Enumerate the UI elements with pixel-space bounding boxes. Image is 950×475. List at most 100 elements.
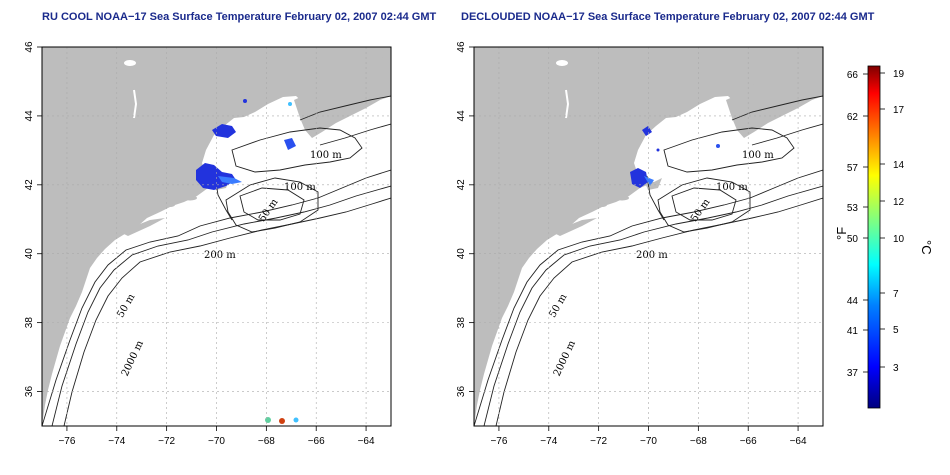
sst-patches <box>630 126 720 188</box>
island <box>597 203 607 207</box>
colorbar-f-tick-label: 44 <box>847 296 859 307</box>
sst-patch <box>288 102 292 106</box>
contour-line <box>239 187 305 221</box>
sst-patch <box>630 168 648 188</box>
long-island <box>120 218 165 236</box>
y-tick-label: 40 <box>24 248 35 260</box>
contour-label: 100 m <box>742 150 774 161</box>
x-tick-label: −70 <box>640 436 657 447</box>
x-tick-label: −74 <box>540 436 557 447</box>
sst-patch <box>196 163 236 190</box>
contour-line <box>474 169 823 426</box>
sst-patch <box>265 417 271 423</box>
island <box>165 203 175 207</box>
x-tick-label: −76 <box>490 436 507 447</box>
colorbar-c-tick-label: 5 <box>893 325 899 336</box>
sst-patch <box>293 417 299 423</box>
colorbar-c-tick-label: 17 <box>893 105 905 116</box>
colorbar-c-tick-label: 10 <box>893 234 905 245</box>
contour-line <box>319 123 391 146</box>
contour-label: 200 m <box>204 250 236 261</box>
x-tick-label: −66 <box>740 436 757 447</box>
lake <box>124 60 136 66</box>
y-tick-label: 36 <box>24 386 35 398</box>
right-panel-title: DECLOUDED NOAA−17 Sea Surface Temperatur… <box>461 11 875 23</box>
contour-line <box>51 185 391 426</box>
y-tick-label: 44 <box>456 110 467 122</box>
x-tick-label: −76 <box>58 436 75 447</box>
sst-patches <box>196 99 299 424</box>
left-panel-title: RU COOL NOAA−17 Sea Surface Temperature … <box>42 11 437 23</box>
land-mass <box>42 47 391 426</box>
lake <box>565 89 570 119</box>
y-tick-label: 38 <box>456 317 467 329</box>
contour-line <box>751 123 823 146</box>
lake <box>556 60 568 66</box>
contour-line <box>42 169 391 426</box>
lake <box>133 89 138 119</box>
contour-line <box>225 177 319 233</box>
sst-patch <box>243 99 247 103</box>
colorbar-f-tick-label: 37 <box>847 368 859 379</box>
y-tick-label: 36 <box>456 386 467 398</box>
x-tick-label: −64 <box>358 436 375 447</box>
colorbar-c-tick-label: 12 <box>893 197 905 208</box>
sst-patch <box>218 176 242 184</box>
contour-label: 100 m <box>716 182 748 193</box>
colorbar-f-tick-label: 57 <box>847 163 859 174</box>
left-axis-ticks: −76 −74 −72 −70 −68 −66 −64 36 38 40 42 44 46 <box>24 41 375 447</box>
x-tick-label: −72 <box>590 436 607 447</box>
sst-patch <box>716 144 720 148</box>
y-tick-label: 46 <box>24 41 35 53</box>
x-tick-label: −70 <box>208 436 225 447</box>
contour-line <box>63 197 391 426</box>
contour-line <box>231 127 363 173</box>
contour-line <box>299 95 391 121</box>
x-tick-label: −66 <box>308 436 325 447</box>
y-tick-label: 38 <box>24 317 35 329</box>
y-tick-label: 46 <box>456 41 467 53</box>
contour-label: 100 m <box>284 182 316 193</box>
colorbar-f-tick-label: 41 <box>847 326 859 337</box>
colorbar-c-tick-label: 19 <box>893 69 905 80</box>
contour-line <box>657 177 751 233</box>
right-graticule <box>474 46 823 426</box>
island <box>183 195 197 201</box>
colorbar-fahrenheit-ticks: 66 62 57 53 50 44 41 37 <box>847 70 868 379</box>
colorbar-gradient <box>867 65 881 409</box>
colorbar-f-tick-label: 62 <box>847 112 859 123</box>
y-tick-label: 44 <box>24 110 35 122</box>
contour-line <box>483 185 823 426</box>
land-mass <box>474 47 823 426</box>
colorbar-c-tick-label: 14 <box>893 160 905 171</box>
x-tick-label: −64 <box>790 436 807 447</box>
contour-label: 200 m <box>636 250 668 261</box>
sst-patch <box>212 124 236 138</box>
x-tick-label: −68 <box>258 436 275 447</box>
colorbar-c-tick-label: 3 <box>893 363 899 374</box>
y-tick-label: 42 <box>456 179 467 191</box>
contour-line <box>495 197 823 426</box>
bathymetry-contours <box>474 95 823 426</box>
y-tick-label: 42 <box>24 179 35 191</box>
x-tick-label: −72 <box>158 436 175 447</box>
contour-line <box>671 187 737 221</box>
sst-patch <box>279 418 285 424</box>
x-tick-label: −74 <box>108 436 125 447</box>
x-tick-label: −68 <box>690 436 707 447</box>
right-axis-ticks: −76 −74 −72 −70 −68 −66 −64 36 38 40 42 44 46 <box>456 41 807 447</box>
bathymetry-contours <box>42 95 391 426</box>
sst-patch <box>642 126 652 136</box>
contour-line <box>663 127 795 173</box>
y-tick-label: 40 <box>456 248 467 260</box>
contour-label: 100 m <box>310 150 342 161</box>
fahrenheit-unit-label: °F <box>834 227 849 240</box>
colorbar-celsius-ticks: 19 17 14 12 10 7 5 3 <box>880 69 905 374</box>
long-island <box>552 218 597 236</box>
contour-line <box>731 95 823 121</box>
nova-scotia <box>294 55 391 138</box>
island <box>615 195 629 201</box>
